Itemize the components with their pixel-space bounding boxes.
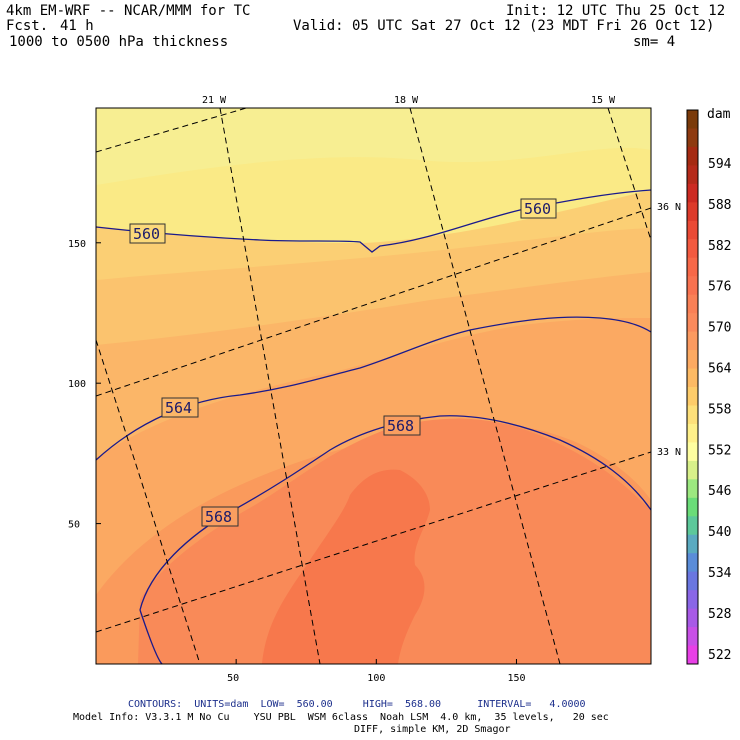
contour-560 (96, 189, 651, 253)
svg-text:560: 560 (133, 225, 160, 243)
y-tick-label: 50 (68, 520, 80, 531)
init-time: Init: 12 UTC Thu 25 Oct 12 (506, 3, 726, 19)
colorbar-swatch (687, 590, 698, 610)
lat-label-36n: 36 N (657, 202, 681, 213)
colorbar-swatch (687, 479, 698, 499)
colorbar-swatch (687, 239, 698, 259)
colorbar-swatch (687, 220, 698, 240)
colorbar-label: 576 (708, 280, 731, 295)
colorbar-swatch (687, 627, 698, 647)
graticule (96, 108, 651, 664)
colorbar-swatch (687, 146, 698, 166)
svg-text:568: 568 (387, 417, 414, 435)
colorbar-swatch (687, 460, 698, 480)
colorbar-label: 534 (708, 566, 732, 581)
colorbar-swatch (687, 516, 698, 536)
colorbar-swatch (687, 442, 698, 462)
smoothing-label: sm= 4 (633, 34, 676, 50)
colorbar-swatch (687, 387, 698, 406)
forecast-label: Fcst. (6, 18, 49, 34)
colorbar-swatch (687, 534, 698, 554)
colorbar-frame (686, 109, 699, 665)
colorbar-label: 570 (708, 321, 731, 336)
lat-line-36n (96, 207, 651, 397)
valid-time: Valid: 05 UTC Sat 27 Oct 12 (23 MDT Fri … (293, 18, 715, 34)
colorbar-swatch (687, 405, 698, 425)
field-name: 1000 to 0500 hPa thickness (9, 34, 229, 50)
lat-line-37n (96, 108, 249, 153)
contour-label-560-left: 560 (129, 223, 166, 244)
colorbar-swatch (687, 368, 698, 388)
svg-text:560: 560 (524, 200, 551, 218)
lon-label-18w: 18 W (394, 95, 419, 106)
colorbar-swatch (687, 497, 698, 517)
colorbar (686, 109, 699, 665)
y-axis-ticks: 50 100 150 (68, 239, 101, 531)
y-tick-label: 100 (68, 379, 86, 390)
colorbar-label: 582 (708, 239, 731, 254)
svg-text:568: 568 (205, 508, 232, 526)
colorbar-swatch (687, 294, 698, 314)
colorbar-label: 564 (708, 362, 732, 377)
colorbar-swatch (687, 165, 698, 185)
colorbar-swatch (687, 350, 698, 370)
contours-info: CONTOURS: UNITS=dam LOW= 560.00 HIGH= 56… (128, 699, 586, 710)
lon-label-15w: 15 W (591, 95, 616, 106)
lon-line-24w (96, 339, 201, 664)
lon-label-21w: 21 W (202, 95, 227, 106)
contour-568-south (139, 609, 163, 664)
lat-label-33n: 33 N (657, 447, 681, 458)
colorbar-label: 522 (708, 648, 731, 663)
colorbar-swatch (687, 183, 698, 203)
colorbar-label: 528 (708, 607, 731, 622)
x-axis-ticks: 50 100 150 (227, 659, 526, 684)
colorbar-swatch (687, 257, 698, 277)
model-title: 4km EM-WRF -- NCAR/MMM for TC (6, 3, 251, 19)
lon-line-21w (219, 108, 321, 664)
colorbar-labels: 594 588 582 576 570 564 558 552 546 540 534 528 522 (708, 157, 732, 663)
colorbar-swatch (687, 110, 698, 129)
contour-label-564: 564 (161, 397, 199, 418)
x-tick-label: 100 (367, 673, 385, 684)
contour-label-568-upper: 568 (383, 415, 421, 436)
colorbar-label: 540 (708, 525, 731, 540)
colorbar-swatch (687, 645, 698, 665)
svg-text:564: 564 (165, 399, 192, 417)
model-info: Model Info: V3.3.1 M No Cu YSU PBL WSM 6… (73, 712, 609, 723)
colorbar-swatch (687, 571, 698, 591)
x-tick-label: 150 (507, 673, 525, 684)
colorbar-swatch (687, 202, 698, 222)
lon-line-15w (607, 108, 651, 241)
thickness-fill (96, 108, 651, 664)
forecast-hours: 41 h (60, 18, 94, 34)
colorbar-label: 594 (708, 157, 732, 172)
plot-frame (95, 107, 652, 665)
lon-line-18w (409, 108, 561, 664)
y-tick-label: 150 (68, 239, 86, 250)
lat-line-33n (96, 451, 651, 633)
colorbar-swatch (687, 313, 698, 333)
colorbar-label: 558 (708, 402, 731, 417)
diff-info: DIFF, simple KM, 2D Smagor (354, 724, 511, 735)
contour-label-568-lower: 568 (201, 506, 239, 527)
colorbar-label: 552 (708, 443, 731, 458)
colorbar-swatch (687, 553, 698, 573)
x-tick-label: 50 (227, 673, 239, 684)
colorbar-swatch (687, 423, 698, 443)
contour-564 (96, 316, 651, 461)
colorbar-label: 588 (708, 198, 731, 213)
colorbar-swatch (687, 608, 698, 628)
colorbar-swatch (687, 331, 698, 351)
colorbar-swatch (687, 276, 698, 296)
colorbar-label: 546 (708, 484, 731, 499)
colorbar-swatch (687, 128, 698, 148)
contour-label-560-right: 560 (520, 198, 557, 219)
colorbar-unit: dam (707, 107, 731, 122)
band-570 (262, 469, 430, 664)
